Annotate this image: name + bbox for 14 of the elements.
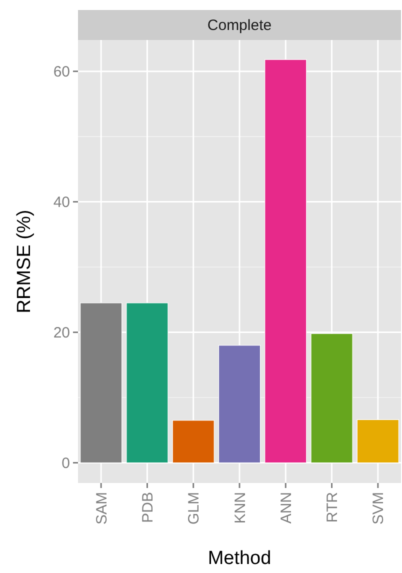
x-tick-label: PDB: [139, 492, 156, 523]
x-tick-label: SVM: [370, 492, 388, 525]
chart-title: Complete: [207, 17, 272, 34]
x-tick-label: KNN: [232, 492, 249, 524]
x-axis-title: Method: [208, 548, 272, 569]
y-tick-label: 0: [62, 455, 70, 472]
y-tick-label: 40: [53, 194, 70, 212]
x-tick-label: RTR: [324, 492, 342, 523]
y-tick-label: 20: [53, 324, 70, 342]
x-tick-label: SAM: [93, 492, 110, 525]
y-axis-title: RRMSE (%): [14, 210, 35, 314]
x-tick-label: ANN: [278, 492, 295, 524]
x-tick-label: GLM: [186, 492, 203, 525]
y-tick-label: 60: [53, 64, 70, 81]
